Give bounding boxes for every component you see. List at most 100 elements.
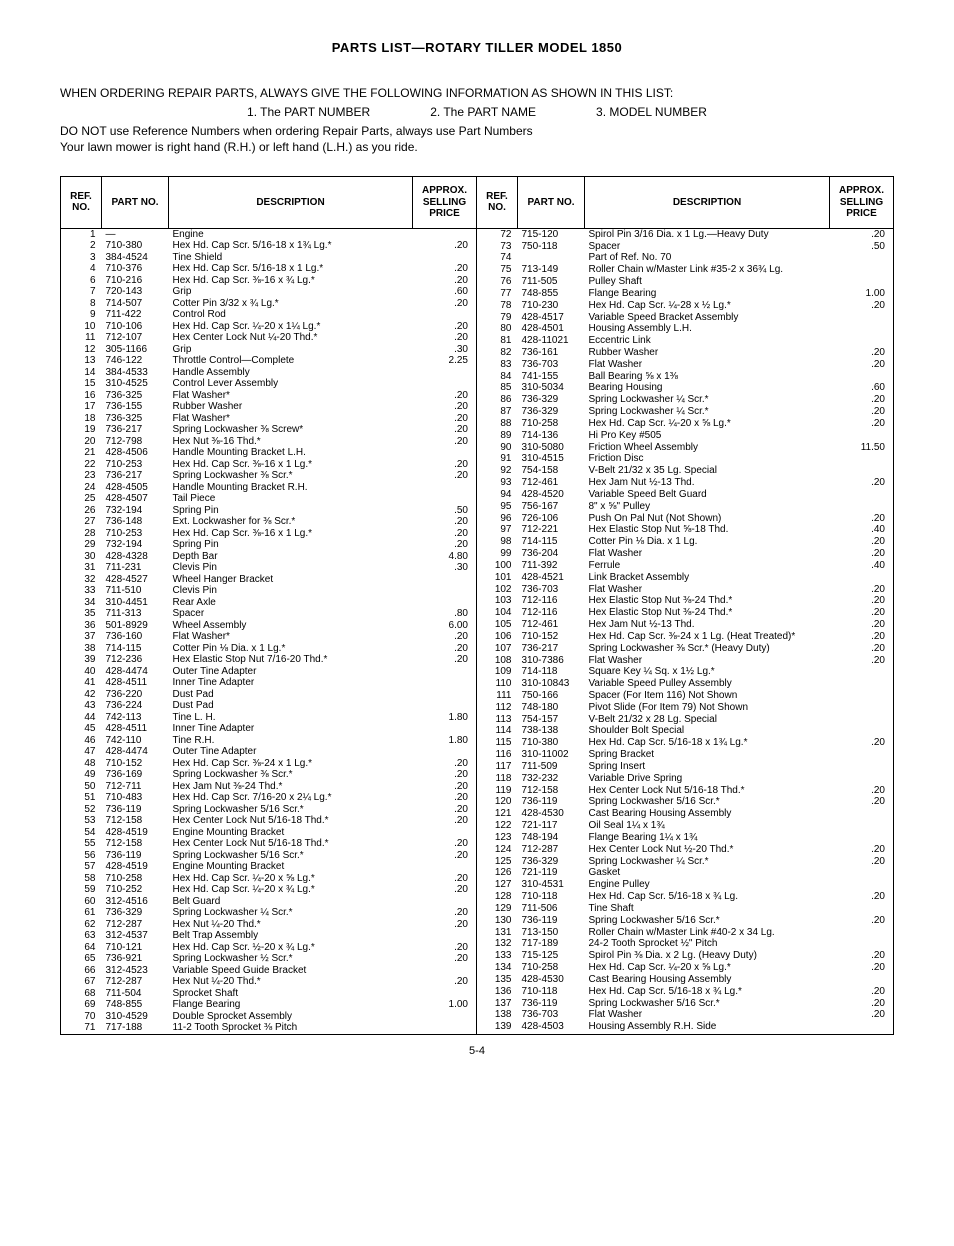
cell-part: 736-160 bbox=[102, 631, 169, 643]
cell-desc: Hex Hd. Cap Scr. 5/16-18 x 1¾ Lg.* bbox=[169, 240, 413, 252]
cell-price: .20 bbox=[830, 631, 894, 643]
cell-desc: Spring Lockwasher ¼ Scr.* bbox=[169, 907, 413, 919]
cell-price: 4.80 bbox=[413, 551, 477, 563]
table-row: 87736-329Spring Lockwasher ¼ Scr.*.20 bbox=[477, 406, 893, 418]
cell-desc: Cast Bearing Housing Assembly bbox=[585, 974, 830, 986]
table-row: 42736-220Dust Pad bbox=[61, 689, 477, 701]
cell-part: 428-4474 bbox=[102, 666, 169, 678]
cell-ref: 65 bbox=[61, 953, 102, 965]
cell-part: 310-10843 bbox=[518, 678, 585, 690]
cell-desc: Ball Bearing ⅝ x 1⅜ bbox=[585, 371, 830, 383]
table-row: 67712-287Hex Nut ¼-20 Thd.*.20 bbox=[61, 976, 477, 988]
cell-part: 736-217 bbox=[102, 424, 169, 436]
cell-part: 736-148 bbox=[102, 516, 169, 528]
cell-ref: 7 bbox=[61, 286, 102, 298]
cell-price: .20 bbox=[830, 619, 894, 631]
table-row: 101428-4521Link Bracket Assembly bbox=[477, 572, 893, 584]
cell-desc: Cast Bearing Housing Assembly bbox=[585, 808, 830, 820]
cell-ref: 107 bbox=[477, 643, 518, 655]
cell-part: 711-505 bbox=[518, 276, 585, 288]
cell-price bbox=[413, 723, 477, 735]
cell-desc: Bearing Housing bbox=[585, 382, 830, 394]
cell-ref: 85 bbox=[477, 382, 518, 394]
cell-desc: Spring Lockwasher ⅜ Scr.* bbox=[169, 470, 413, 482]
table-row: 78710-230Hex Hd. Cap Scr. ¼-28 x ½ Lg.*.… bbox=[477, 300, 893, 312]
table-row: 97712-221Hex Elastic Stop Nut ⅝-18 Thd..… bbox=[477, 524, 893, 536]
cell-desc: Tine R.H. bbox=[169, 735, 413, 747]
table-row: 46742-110Tine R.H.1.80 bbox=[61, 735, 477, 747]
cell-price bbox=[830, 773, 894, 785]
cell-price: .20 bbox=[830, 643, 894, 655]
cell-desc: Gasket bbox=[585, 867, 830, 879]
cell-price: .20 bbox=[413, 884, 477, 896]
cell-price bbox=[413, 689, 477, 701]
instruction-item-2: 2. The PART NAME bbox=[430, 104, 536, 121]
cell-price bbox=[830, 430, 894, 442]
cell-desc: Flat Washer* bbox=[169, 390, 413, 402]
table-row: 49736-169Spring Lockwasher ⅜ Scr.*.20 bbox=[61, 769, 477, 781]
cell-ref: 6 bbox=[61, 275, 102, 287]
cell-price bbox=[413, 1011, 477, 1023]
cell-ref: 42 bbox=[61, 689, 102, 701]
cell-desc: Clevis Pin bbox=[169, 585, 413, 597]
table-row: 72715-120Spirol Pin 3/16 Dia. x 1 Lg.—He… bbox=[477, 228, 893, 240]
table-row: 91310-4515Friction Disc bbox=[477, 453, 893, 465]
cell-price bbox=[413, 309, 477, 321]
cell-part: 736-329 bbox=[518, 406, 585, 418]
table-row: 58710-258Hex Hd. Cap Scr. ¼-20 x ⅝ Lg.*.… bbox=[61, 873, 477, 885]
table-row: 108310-7386Flat Washer.20 bbox=[477, 655, 893, 667]
table-row: 95756-1678" x ⅝" Pulley bbox=[477, 501, 893, 513]
cell-desc: Spring Lockwasher 5/16 Scr.* bbox=[169, 850, 413, 862]
cell-part: 736-119 bbox=[518, 998, 585, 1010]
cell-desc: Pivot Slide (For Item 79) Not Shown bbox=[585, 702, 830, 714]
cell-desc: Clevis Pin bbox=[169, 562, 413, 574]
cell-desc: Roller Chain w/Master Link #35-2 x 36¾ L… bbox=[585, 264, 830, 276]
table-row: 138736-703Flat Washer.20 bbox=[477, 1009, 893, 1021]
cell-part: 756-167 bbox=[518, 501, 585, 513]
cell-ref: 1 bbox=[61, 228, 102, 240]
cell-ref: 82 bbox=[477, 347, 518, 359]
table-row: 77748-855Flange Bearing1.00 bbox=[477, 288, 893, 300]
cell-desc: Hex Elastic Stop Nut ⅝-18 Thd. bbox=[585, 524, 830, 536]
cell-part: 428-4519 bbox=[102, 827, 169, 839]
cell-ref: 59 bbox=[61, 884, 102, 896]
cell-desc: Shoulder Bolt Special bbox=[585, 725, 830, 737]
table-row: 88710-258Hex Hd. Cap Scr. ¼-20 x ⅝ Lg.*.… bbox=[477, 418, 893, 430]
cell-part: 710-253 bbox=[102, 459, 169, 471]
cell-ref: 105 bbox=[477, 619, 518, 631]
cell-price bbox=[413, 930, 477, 942]
cell-ref: 123 bbox=[477, 832, 518, 844]
cell-desc: Flat Washer bbox=[585, 655, 830, 667]
cell-price bbox=[830, 974, 894, 986]
cell-desc: Flat Washer bbox=[585, 359, 830, 371]
cell-price: .20 bbox=[413, 275, 477, 287]
cell-desc: Spring Insert bbox=[585, 761, 830, 773]
table-row: 33711-510Clevis Pin bbox=[61, 585, 477, 597]
cell-price: .30 bbox=[413, 562, 477, 574]
table-row: 80428-4501Housing Assembly L.H. bbox=[477, 323, 893, 335]
cell-part: 310-4531 bbox=[518, 879, 585, 891]
cell-part: 711-231 bbox=[102, 562, 169, 574]
table-row: 136710-118Hex Hd. Cap Scr. 5/16-18 x ¾ L… bbox=[477, 986, 893, 998]
cell-price bbox=[830, 938, 894, 950]
table-row: 84741-155Ball Bearing ⅝ x 1⅜ bbox=[477, 371, 893, 383]
table-row: 59710-252Hex Hd. Cap Scr. ¼-20 x ¾ Lg.*.… bbox=[61, 884, 477, 896]
cell-desc: Flat Washer bbox=[585, 548, 830, 560]
table-row: 6710-216Hex Hd. Cap Scr. ⅜-16 x ¾ Lg.*.2… bbox=[61, 275, 477, 287]
cell-price: .20 bbox=[830, 477, 894, 489]
header-desc: DESCRIPTION bbox=[585, 177, 830, 228]
cell-desc: Hex Hd. Cap Scr. ⅜-16 x ¾ Lg.* bbox=[169, 275, 413, 287]
cell-ref: 86 bbox=[477, 394, 518, 406]
cell-price: .60 bbox=[413, 286, 477, 298]
cell-price: .20 bbox=[413, 631, 477, 643]
cell-desc: Spring Lockwasher ⅜ Scr.* (Heavy Duty) bbox=[585, 643, 830, 655]
cell-ref: 26 bbox=[61, 505, 102, 517]
table-row: 23736-217Spring Lockwasher ⅜ Scr.*.20 bbox=[61, 470, 477, 482]
cell-price bbox=[413, 827, 477, 839]
cell-part: 736-329 bbox=[102, 907, 169, 919]
cell-price: .20 bbox=[830, 785, 894, 797]
cell-ref: 128 bbox=[477, 891, 518, 903]
cell-part: 428-4511 bbox=[102, 723, 169, 735]
cell-ref: 93 bbox=[477, 477, 518, 489]
cell-price: .20 bbox=[830, 300, 894, 312]
